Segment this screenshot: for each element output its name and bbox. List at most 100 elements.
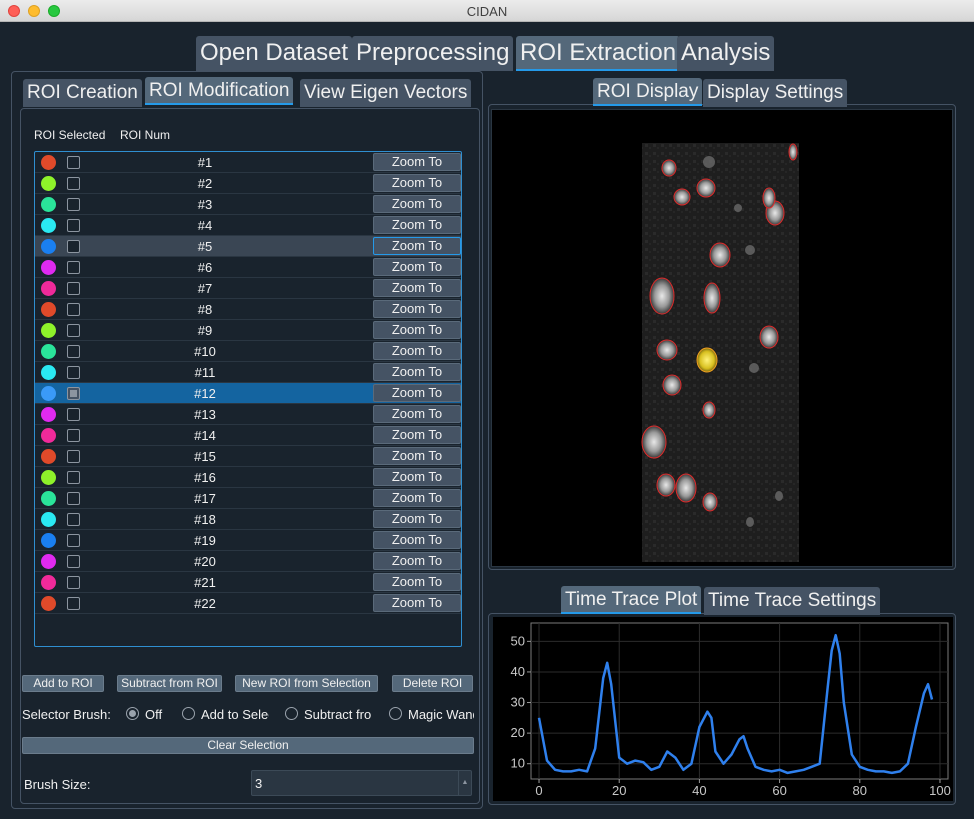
roi-select-checkbox[interactable] [67,387,80,400]
roi-select-checkbox[interactable] [67,408,80,421]
roi-list-row[interactable]: #7 Zoom To [35,278,461,299]
tab-roi-extraction[interactable]: ROI Extraction [516,36,681,71]
subtract-from-roi-button[interactable]: Subtract from ROI [117,675,222,692]
zoom-to-button[interactable]: Zoom To [373,300,461,318]
tab-view-eigen-vectors[interactable]: View Eigen Vectors [300,79,472,107]
zoom-to-button[interactable]: Zoom To [373,510,461,528]
roi-select-checkbox[interactable] [67,177,80,190]
roi-color-swatch [41,323,56,338]
roi-select-checkbox[interactable] [67,471,80,484]
roi-select-checkbox[interactable] [67,534,80,547]
roi-num-label: #21 [194,575,216,590]
roi-list-row[interactable]: #11 Zoom To [35,362,461,383]
roi-image[interactable] [492,110,952,566]
time-trace-chart[interactable]: 0 20 40 60 80 100 10 20 30 40 50 [493,617,953,801]
roi-list-row[interactable]: #15 Zoom To [35,446,461,467]
brush-magic-wand-radio[interactable] [389,707,402,720]
close-window-button[interactable] [8,5,20,17]
roi-list[interactable]: #1 Zoom To #2 Zoom To #3 Zoom To #4 Zoom To #5 Zo… [34,151,462,647]
roi-select-checkbox[interactable] [67,324,80,337]
roi-list-row[interactable]: #6 Zoom To [35,257,461,278]
roi-select-checkbox[interactable] [67,261,80,274]
tab-roi-display[interactable]: ROI Display [593,78,703,106]
time-trace-svg[interactable]: 0 20 40 60 80 100 10 20 30 40 50 [493,617,953,801]
y-tick-label: 50 [511,633,525,648]
zoom-to-button[interactable]: Zoom To [373,258,461,276]
roi-list-row[interactable]: #10 Zoom To [35,341,461,362]
roi-select-checkbox[interactable] [67,240,80,253]
roi-select-checkbox[interactable] [67,156,80,169]
tab-roi-creation[interactable]: ROI Creation [23,79,142,107]
zoom-to-button[interactable]: Zoom To [373,447,461,465]
zoom-to-button[interactable]: Zoom To [373,573,461,591]
roi-list-row[interactable]: #19 Zoom To [35,530,461,551]
minimize-window-button[interactable] [28,5,40,17]
roi-image-viewer[interactable] [491,109,953,567]
zoom-to-button[interactable]: Zoom To [373,531,461,549]
zoom-to-button[interactable]: Zoom To [373,363,461,381]
roi-list-row[interactable]: #20 Zoom To [35,551,461,572]
roi-select-checkbox[interactable] [67,576,80,589]
brush-add-radio[interactable] [182,707,195,720]
tab-open-dataset[interactable]: Open Dataset [196,36,353,71]
roi-list-row[interactable]: #16 Zoom To [35,467,461,488]
roi-select-checkbox[interactable] [67,345,80,358]
roi-list-row[interactable]: #17 Zoom To [35,488,461,509]
roi-select-checkbox[interactable] [67,219,80,232]
zoom-to-button[interactable]: Zoom To [373,426,461,444]
roi-list-row[interactable]: #13 Zoom To [35,404,461,425]
roi-list-row[interactable]: #22 Zoom To [35,593,461,614]
zoom-to-button[interactable]: Zoom To [373,237,461,255]
zoom-to-button[interactable]: Zoom To [373,279,461,297]
roi-list-row[interactable]: #21 Zoom To [35,572,461,593]
roi-list-row[interactable]: #14 Zoom To [35,425,461,446]
zoom-to-button[interactable]: Zoom To [373,195,461,213]
zoom-to-button[interactable]: Zoom To [373,468,461,486]
brush-subtract-radio[interactable] [285,707,298,720]
roi-select-checkbox[interactable] [67,303,80,316]
roi-select-checkbox[interactable] [67,198,80,211]
roi-select-checkbox[interactable] [67,450,80,463]
roi-list-row[interactable]: #2 Zoom To [35,173,461,194]
zoom-to-button[interactable]: Zoom To [373,405,461,423]
tab-analysis[interactable]: Analysis [677,36,775,71]
roi-select-checkbox[interactable] [67,555,80,568]
roi-list-row[interactable]: #4 Zoom To [35,215,461,236]
brush-off-radio[interactable] [126,707,139,720]
zoom-to-button[interactable]: Zoom To [373,384,461,402]
chevron-updown-icon[interactable]: ▲ [458,771,471,795]
delete-roi-button[interactable]: Delete ROI [392,675,473,692]
tab-time-trace-settings[interactable]: Time Trace Settings [704,587,881,615]
tab-time-trace-plot[interactable]: Time Trace Plot [561,586,702,614]
zoom-to-button[interactable]: Zoom To [373,552,461,570]
roi-list-row[interactable]: #1 Zoom To [35,152,461,173]
roi-select-checkbox[interactable] [67,366,80,379]
clear-selection-button[interactable]: Clear Selection [22,737,474,754]
zoom-to-button[interactable]: Zoom To [373,594,461,612]
zoom-to-button[interactable]: Zoom To [373,174,461,192]
roi-list-row[interactable]: #18 Zoom To [35,509,461,530]
zoom-to-button[interactable]: Zoom To [373,489,461,507]
zoom-to-button[interactable]: Zoom To [373,216,461,234]
new-roi-from-selection-button[interactable]: New ROI from Selection [235,675,378,692]
brush-size-select[interactable]: 3 ▲ [251,770,472,796]
zoom-to-button[interactable]: Zoom To [373,342,461,360]
roi-list-row[interactable]: #5 Zoom To [35,236,461,257]
roi-select-checkbox[interactable] [67,282,80,295]
roi-select-checkbox[interactable] [67,429,80,442]
roi-select-checkbox[interactable] [67,597,80,610]
roi-list-row[interactable]: #12 Zoom To [35,383,461,404]
roi-select-checkbox[interactable] [67,513,80,526]
roi-outline [641,425,667,459]
roi-list-row[interactable]: #8 Zoom To [35,299,461,320]
tab-roi-modification[interactable]: ROI Modification [145,77,294,105]
zoom-to-button[interactable]: Zoom To [373,321,461,339]
zoom-to-button[interactable]: Zoom To [373,153,461,171]
roi-select-checkbox[interactable] [67,492,80,505]
add-to-roi-button[interactable]: Add to ROI [22,675,104,692]
maximize-window-button[interactable] [48,5,60,17]
tab-display-settings[interactable]: Display Settings [703,79,848,107]
roi-list-row[interactable]: #3 Zoom To [35,194,461,215]
roi-list-row[interactable]: #9 Zoom To [35,320,461,341]
tab-preprocessing[interactable]: Preprocessing [352,36,514,71]
